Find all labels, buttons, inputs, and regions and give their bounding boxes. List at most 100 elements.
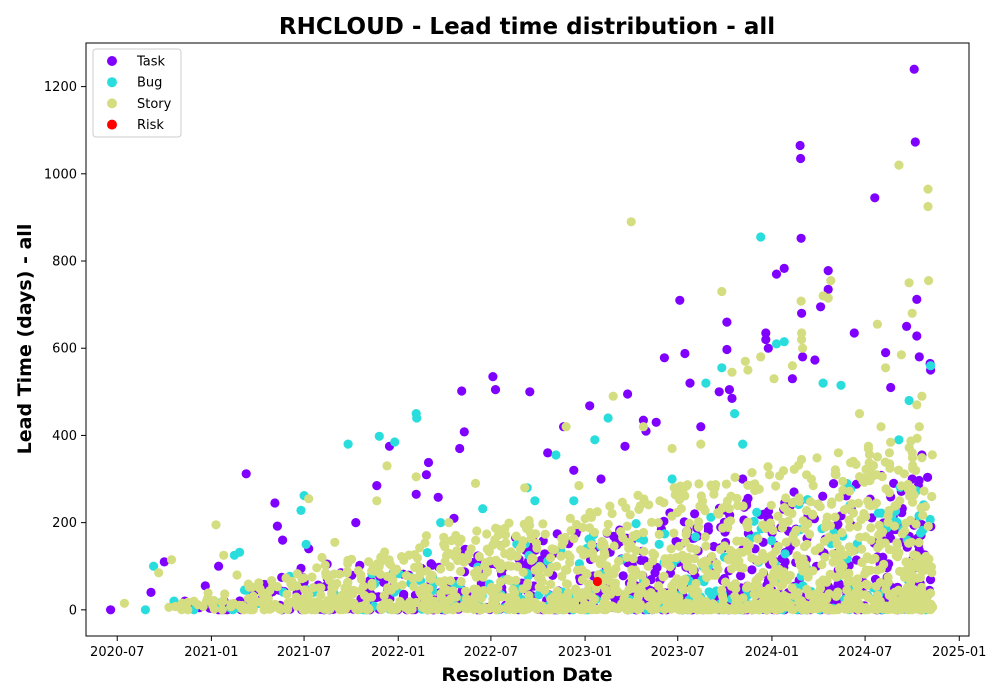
point-story-cluster xyxy=(895,566,905,577)
point-story-cluster xyxy=(471,535,481,546)
legend-marker-task xyxy=(107,56,117,66)
point-story-cluster xyxy=(863,592,873,603)
point-task xyxy=(763,343,773,353)
point-story-cluster xyxy=(456,576,466,587)
point-story xyxy=(924,276,934,286)
point-story xyxy=(696,439,706,449)
x-tick-label: 2025-01 xyxy=(932,645,986,660)
point-story-cluster xyxy=(452,546,462,556)
point-story xyxy=(917,391,927,401)
point-story-cluster xyxy=(758,567,768,578)
point-task xyxy=(455,443,465,454)
point-story-cluster xyxy=(472,526,482,536)
point-story-cluster xyxy=(651,604,662,614)
point-story-cluster xyxy=(538,519,548,529)
y-tick-label: 200 xyxy=(52,516,77,531)
point-task xyxy=(623,389,633,399)
point-story-cluster xyxy=(323,605,333,615)
x-tick-label: 2020-07 xyxy=(90,645,144,660)
point-story-cluster xyxy=(880,457,890,467)
point-story-cluster xyxy=(586,512,597,523)
point-story-cluster xyxy=(639,494,649,504)
point-story-cluster xyxy=(789,590,800,601)
point-story-cluster xyxy=(282,589,292,599)
point-story-cluster xyxy=(669,528,679,538)
x-tick-label: 2023-07 xyxy=(651,645,705,660)
point-story-cluster xyxy=(307,572,317,582)
point-task-cluster xyxy=(833,519,843,529)
point-task xyxy=(433,492,443,502)
point-story-cluster xyxy=(773,511,783,521)
point-story xyxy=(823,293,833,303)
point-task xyxy=(795,140,805,151)
point-story-cluster xyxy=(832,539,842,549)
point-story-cluster xyxy=(819,536,830,546)
point-story xyxy=(787,361,798,371)
point-story xyxy=(876,422,886,432)
legend-marker-bug xyxy=(107,77,117,88)
point-story-cluster xyxy=(884,448,895,458)
point-story-cluster xyxy=(540,529,550,539)
point-bug xyxy=(771,339,782,349)
point-story xyxy=(727,367,737,377)
point-story-cluster xyxy=(830,465,841,475)
point-story-cluster xyxy=(667,600,677,610)
point-task xyxy=(638,415,649,425)
point-story-cluster xyxy=(643,561,653,571)
point-story-cluster xyxy=(871,581,881,591)
point-story-cluster xyxy=(581,568,592,579)
point-story-cluster xyxy=(506,547,516,557)
point-story xyxy=(797,334,807,345)
point-story-cluster xyxy=(730,591,740,601)
point-bug xyxy=(140,605,150,615)
point-story-cluster xyxy=(738,593,748,603)
point-story-cluster xyxy=(208,601,218,611)
point-bug xyxy=(667,474,677,484)
point-bug xyxy=(530,496,540,506)
point-story-cluster xyxy=(815,578,825,588)
point-story-cluster xyxy=(648,548,658,558)
point-story-cluster xyxy=(609,569,619,579)
point-story-cluster xyxy=(768,525,778,536)
point-task xyxy=(685,378,695,388)
point-story-cluster xyxy=(607,508,617,519)
point-story-cluster xyxy=(613,556,624,566)
point-story-cluster xyxy=(834,492,845,502)
point-story-cluster xyxy=(456,566,466,577)
point-story-cluster xyxy=(881,584,891,595)
point-story-cluster xyxy=(698,605,708,615)
point-story-cluster xyxy=(726,564,737,574)
point-story xyxy=(232,570,242,580)
point-task xyxy=(278,535,288,545)
point-story-cluster xyxy=(616,527,626,537)
point-story-cluster xyxy=(272,582,282,592)
point-story-cluster xyxy=(362,592,372,602)
point-task xyxy=(787,374,798,384)
point-story-cluster xyxy=(592,507,602,517)
x-tick-label: 2023-01 xyxy=(558,645,612,660)
point-story-cluster xyxy=(851,592,861,602)
point-story-cluster xyxy=(436,564,446,574)
point-story-cluster xyxy=(840,599,851,610)
point-task xyxy=(106,605,116,615)
point-story-cluster xyxy=(584,579,594,589)
point-story-cluster xyxy=(900,600,910,610)
point-story-cluster xyxy=(631,570,642,580)
point-story-cluster xyxy=(820,552,830,562)
point-story-cluster xyxy=(831,572,841,582)
point-story-cluster xyxy=(504,602,514,613)
legend-items: Task Bug Story Risk xyxy=(107,55,172,133)
point-story-cluster xyxy=(307,604,318,614)
point-story-cluster xyxy=(710,604,720,614)
point-story-cluster xyxy=(367,566,377,576)
point-story-cluster xyxy=(820,522,831,532)
chart-title: RHCLOUD - Lead time distribution - all xyxy=(279,14,775,40)
legend-label-bug: Bug xyxy=(137,76,162,91)
point-story-cluster xyxy=(526,596,536,607)
point-task xyxy=(727,393,737,403)
point-story-cluster xyxy=(628,531,638,541)
point-story-cluster xyxy=(343,555,353,566)
point-story-cluster xyxy=(432,601,442,611)
point-story-cluster xyxy=(628,553,638,564)
point-task-cluster xyxy=(818,491,828,501)
